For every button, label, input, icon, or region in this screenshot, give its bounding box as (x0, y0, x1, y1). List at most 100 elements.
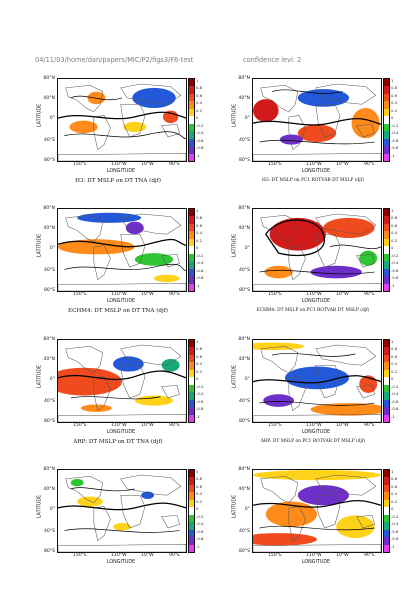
contour-line (70, 487, 135, 492)
colorbar-label: 0 (196, 245, 199, 251)
colorbar-swatch (384, 347, 389, 355)
contour-line (64, 263, 186, 272)
lon-tick-label: 90°E (169, 162, 181, 167)
lat-tick-label: 0° (244, 377, 250, 382)
colorbar-swatch (384, 246, 389, 254)
colorbar-label: -0.4 (196, 521, 204, 527)
anomaly-region (253, 99, 279, 122)
colorbar-swatch (384, 414, 389, 422)
colorbar-label: 0.8 (196, 85, 203, 91)
lon-tick-label: 90°E (169, 292, 181, 297)
colorbar-swatch (384, 93, 389, 102)
colorbar-label: -1 (391, 543, 395, 549)
lon-tick-label: 150°E (73, 162, 87, 167)
colorbar-swatch (384, 216, 389, 224)
lon-tick-label: 110°W (306, 162, 322, 167)
colorbar-swatch (384, 484, 389, 493)
colorbar (188, 469, 195, 553)
colorbar-swatch (384, 209, 389, 217)
colorbar-swatch (384, 146, 389, 154)
colorbar-label: -0.6 (391, 267, 399, 273)
colorbar-label: -0.2 (196, 513, 204, 519)
colorbar-swatch (384, 407, 389, 415)
colorbar-label: 0 (196, 376, 199, 382)
colorbar-label: 0.8 (391, 346, 398, 352)
colorbar-label: -0.8 (391, 536, 399, 542)
colorbar (188, 208, 195, 292)
contour-line (259, 139, 375, 145)
coastline (288, 115, 306, 151)
colorbar-label: -0.8 (196, 275, 204, 281)
coastline (288, 376, 306, 412)
colorbar-label: 0.2 (196, 237, 203, 243)
colorbar-label: -0.2 (391, 252, 399, 258)
colorbar-swatch (189, 101, 194, 109)
anomaly-region (351, 108, 380, 139)
lat-tick-label: 40°S (238, 399, 250, 404)
lon-tick-label: 150°E (73, 553, 87, 558)
panel-title: H3: DT MSLP on DT TNA (djf) (75, 178, 161, 184)
anomaly-region (263, 394, 294, 407)
colorbar-swatch (189, 246, 194, 254)
anomaly-region (161, 358, 180, 372)
lon-tick-label: 150°E (268, 423, 282, 428)
anomaly-region (113, 522, 131, 531)
anomaly-region (70, 478, 84, 487)
colorbar-label: -1 (391, 282, 395, 288)
contour-line (58, 370, 186, 381)
anomaly-region (279, 134, 303, 145)
lat-tick-label: 40°N (43, 487, 55, 492)
colorbar-label: -0.4 (391, 130, 399, 136)
contour-line (265, 219, 326, 257)
colorbar-swatch (189, 86, 194, 94)
colorbar-swatch (189, 231, 194, 239)
colorbar-label: -1 (196, 413, 200, 419)
lon-tick-label: 110°W (111, 553, 127, 558)
anomaly-region (310, 403, 381, 416)
colorbar-swatch (384, 79, 389, 87)
contour-line (272, 89, 343, 94)
coastline (253, 544, 381, 552)
colorbar-swatch (384, 138, 389, 147)
coastline (120, 364, 146, 399)
colorbar-label: 0.6 (391, 222, 398, 228)
lon-tick-label: 10°W (141, 292, 154, 297)
colorbar-label: 1 (196, 469, 199, 474)
anomaly-region (336, 515, 375, 539)
colorbar-label: -0.4 (196, 391, 204, 397)
colorbar-swatch (189, 340, 194, 348)
map-panel: LATITUDE 80°N 40°N 0° 40°S 80°S 150°E 110°W 10°W… (33, 72, 204, 192)
colorbar-swatch (384, 340, 389, 348)
anomaly-region (253, 533, 317, 546)
colorbar-label: 0.4 (196, 491, 203, 497)
colorbar-swatch (189, 216, 194, 224)
colorbar-swatch (384, 392, 389, 400)
colorbar-label: -0.4 (391, 521, 399, 527)
colorbar-label: 0.2 (391, 498, 398, 504)
colorbar-label: 0.6 (391, 353, 398, 359)
colorbar-label: -0.8 (391, 145, 399, 151)
anomaly-region (125, 221, 144, 235)
colorbar-swatch (189, 153, 194, 161)
lat-tick-label: 40°S (43, 399, 55, 404)
contour-line (58, 238, 186, 248)
x-axis-label: LONGITUDE (301, 560, 331, 565)
colorbar-swatch (384, 223, 389, 232)
colorbar-label: -0.8 (391, 406, 399, 412)
map-panel: LATITUDE 80°N 40°N 0° 40°S 80°S 150°E 110°W 10°W… (33, 202, 204, 322)
lat-tick-label: 80°N (43, 467, 55, 472)
colorbar-label: 0.6 (196, 483, 203, 489)
coastline (120, 213, 182, 235)
colorbar-swatch (189, 507, 194, 515)
colorbar-swatch (384, 522, 389, 530)
coastline (161, 385, 180, 399)
lat-tick-label: 80°N (43, 337, 55, 342)
colorbar-swatch (189, 544, 194, 552)
anomaly-region (134, 253, 174, 266)
lat-tick-label: 80°S (238, 288, 250, 293)
coastline (253, 414, 381, 422)
colorbar-label: 0 (196, 506, 199, 512)
coastline (120, 103, 146, 138)
colorbar-label: -1 (196, 543, 200, 549)
coastline (315, 474, 377, 496)
